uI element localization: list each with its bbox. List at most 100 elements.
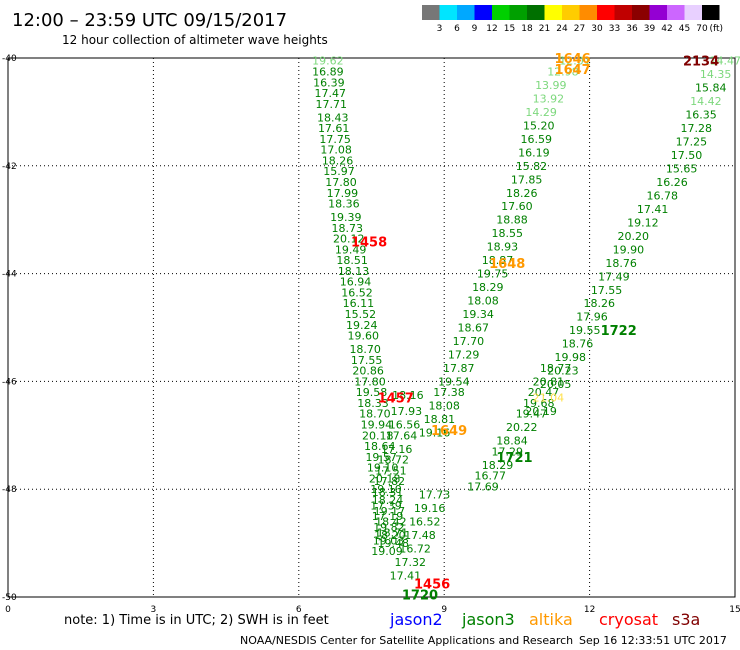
swh-value: 19.68	[523, 397, 555, 410]
swh-value: 17.55	[591, 284, 623, 297]
swh-value: 17.70	[453, 335, 485, 348]
swh-value: 17.41	[390, 569, 422, 582]
scale-label: 12	[486, 24, 497, 34]
swh-value: 17.64	[386, 429, 418, 442]
swh-value: 17.75	[319, 133, 351, 146]
swh-value: 20.19	[525, 405, 557, 418]
swh-value: 16.78	[647, 189, 679, 202]
swh-value: 18.24	[372, 494, 404, 507]
swh-value: 19.54	[438, 375, 470, 388]
footer-timestamp: Sep 16 12:33:51 UTC 2017	[579, 634, 727, 647]
scale-label: 21	[539, 24, 550, 34]
pass-time-label: 1648	[489, 257, 525, 272]
legend-altika: altika	[529, 610, 573, 629]
y-tick-label: -48	[2, 485, 17, 495]
swh-value: 20.23	[547, 365, 579, 378]
swh-value: 20.22	[506, 421, 538, 434]
swh-value: 12.01	[559, 55, 591, 68]
swh-value: 17.99	[327, 187, 359, 200]
swh-value: 17.29	[491, 445, 523, 458]
scale-label: 9	[472, 24, 478, 34]
swh-value: 16.89	[312, 65, 344, 78]
swh-value: 19.34	[462, 308, 494, 321]
swh-value: 14.29	[525, 106, 557, 119]
swh-value: 18.84	[496, 435, 528, 448]
swh-value: 16.19	[518, 146, 550, 159]
pass-time-label: 1457	[378, 392, 414, 407]
swh-value: 20.05	[540, 378, 572, 391]
swh-value: 19.98	[554, 351, 586, 364]
color-scale: 3 6 9 12 15 18 21 24 27 30 33 36 39 42 45 70 (ft)	[422, 5, 723, 34]
swh-value: 18.29	[472, 281, 504, 294]
swh-value: 19.58	[356, 386, 388, 399]
swh-value: 17.87	[443, 362, 475, 375]
swh-value: 18.81	[424, 413, 456, 426]
swh-value: 18.87	[482, 254, 514, 267]
swh-value: 18.77	[540, 362, 572, 375]
swh-value: 17.16	[381, 443, 413, 456]
swh-value: 19.10	[370, 483, 402, 496]
scale-label: 6	[454, 24, 460, 34]
swh-value: 17.69	[467, 481, 499, 494]
swh-value: 19.17	[374, 505, 406, 518]
swh-value: 17.29	[448, 348, 480, 361]
swh-value: 17.47	[315, 87, 347, 100]
swh-value: 17.80	[325, 176, 357, 189]
pass-time-label: 1456	[414, 578, 450, 593]
swh-value: 15.52	[345, 308, 377, 321]
swh-value: 17.19	[372, 510, 404, 523]
swh-value: 19.09	[371, 545, 403, 558]
swh-value: 19.47	[516, 408, 548, 421]
swh-value: 17.38	[433, 386, 465, 399]
swh-value: 20.18	[369, 472, 401, 485]
chart-subtitle: 12 hour collection of altimeter wave hei…	[62, 33, 328, 47]
swh-value: 15.20	[523, 119, 555, 132]
swh-value: 18.26	[322, 154, 354, 167]
swh-value: 18.76	[605, 257, 637, 270]
scale-unit: (ft)	[710, 24, 724, 34]
swh-value: 18.70	[359, 408, 391, 421]
swh-value: 13.92	[533, 92, 565, 105]
scale-label: 39	[644, 24, 656, 34]
legend-cryosat: cryosat	[599, 610, 658, 629]
swh-value: 17.32	[395, 556, 427, 569]
pass-time-label: 1647	[555, 63, 591, 78]
scale-label: 70	[696, 24, 708, 34]
axes: 0 3 6 9 12 15 -40 -42 -44 -46 -48 -50	[2, 54, 740, 615]
swh-value: 18.16	[392, 389, 424, 402]
footer-credit: NOAA/NESDIS Center for Satellite Applica…	[240, 634, 573, 647]
legend-s3a: s3a	[672, 610, 700, 629]
swh-value: 19.16	[414, 502, 446, 515]
swh-value: 16.56	[389, 419, 421, 432]
scale-swatch	[509, 5, 527, 20]
swh-value: 17.49	[598, 270, 630, 283]
swh-value: 16.52	[409, 516, 441, 529]
swh-value: 16.77	[474, 470, 506, 483]
swh-value: 17.50	[671, 149, 703, 162]
pass-time-label: 2134	[683, 55, 719, 70]
swh-value: 21.04	[533, 392, 565, 405]
swh-value: 18.64	[364, 440, 396, 453]
scale-swatch	[562, 5, 580, 20]
data-marks: 19.6216.8916.3917.4717.7118.4317.6117.75…	[312, 55, 740, 583]
swh-value: 16.35	[685, 109, 717, 122]
plot-grid	[7, 57, 736, 598]
swh-value: 20.12	[333, 233, 365, 246]
scale-label: 36	[626, 24, 638, 34]
scale-swatch	[614, 5, 632, 20]
scale-swatch	[579, 5, 597, 20]
swh-value: 15.82	[516, 160, 548, 173]
scale-label: 42	[661, 24, 672, 34]
swh-value: 14.47	[710, 55, 740, 68]
swh-value: 20.81	[533, 375, 565, 388]
scale-label: 45	[679, 24, 690, 34]
swh-value: 17.80	[354, 375, 386, 388]
swh-value: 18.20	[374, 529, 406, 542]
y-tick-label: -44	[2, 270, 17, 280]
swh-value: 18.93	[487, 241, 519, 254]
swh-value: 16.94	[340, 276, 372, 289]
scale-swatch	[544, 5, 562, 20]
swh-value: 17.96	[576, 311, 608, 324]
swh-value: 15.84	[695, 82, 727, 95]
pass-time-label: 1649	[431, 424, 467, 439]
